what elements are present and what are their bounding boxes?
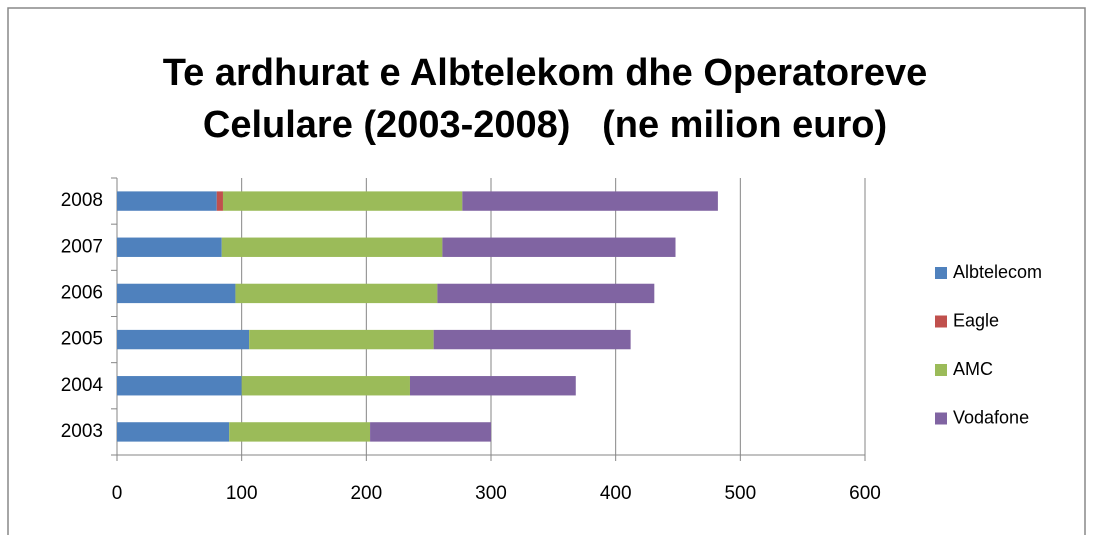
- bar-segment: [235, 283, 438, 304]
- chart-title: Te ardhurat e Albtelekom dhe Operatoreve: [163, 52, 927, 94]
- bar-segment: [442, 237, 676, 257]
- bar-segment: [229, 422, 371, 442]
- x-tick-label: 100: [226, 483, 258, 504]
- x-tick-label: 400: [600, 483, 632, 504]
- x-tick-label: 300: [475, 483, 507, 504]
- bar-segment: [437, 283, 655, 304]
- chart-title: Celulare (2003-2008) (ne milion euro): [203, 104, 887, 146]
- y-tick-label: 2005: [61, 329, 103, 350]
- y-tick-label: 2006: [61, 282, 103, 303]
- bar-segment: [462, 191, 718, 211]
- x-tick-label: 600: [849, 483, 881, 504]
- x-tick-label: 500: [724, 483, 756, 504]
- bar-segment: [370, 422, 491, 442]
- y-tick-label: 2008: [61, 190, 103, 211]
- legend-label: Albtelecom: [953, 262, 1042, 282]
- legend-label: Eagle: [953, 310, 999, 330]
- bar-segment: [117, 376, 242, 396]
- chart-border: [7, 7, 1086, 535]
- legend-swatch: [935, 412, 947, 425]
- legend-label: Vodafone: [953, 407, 1029, 427]
- bar-segment: [433, 329, 631, 350]
- y-tick-label: 2003: [61, 421, 103, 442]
- y-tick-label: 2007: [61, 236, 103, 257]
- y-tick-label: 2004: [61, 375, 104, 396]
- bar-segment: [241, 376, 410, 396]
- legend-label: AMC: [953, 359, 993, 379]
- bar-segment: [222, 191, 463, 211]
- bar-segment: [249, 329, 434, 350]
- bar-segment: [117, 422, 230, 442]
- x-tick-label: 0: [112, 483, 123, 504]
- bar-segment: [216, 191, 223, 211]
- x-tick-label: 200: [350, 483, 382, 504]
- legend-swatch: [935, 364, 947, 376]
- bar-segment: [221, 237, 443, 257]
- bar-segment: [409, 376, 576, 396]
- bar-segment: [117, 191, 217, 211]
- bar-segment: [117, 237, 222, 257]
- bar-segment: [117, 283, 236, 304]
- bar-segment: [117, 329, 250, 350]
- legend-swatch: [935, 315, 947, 328]
- legend-swatch: [935, 267, 947, 279]
